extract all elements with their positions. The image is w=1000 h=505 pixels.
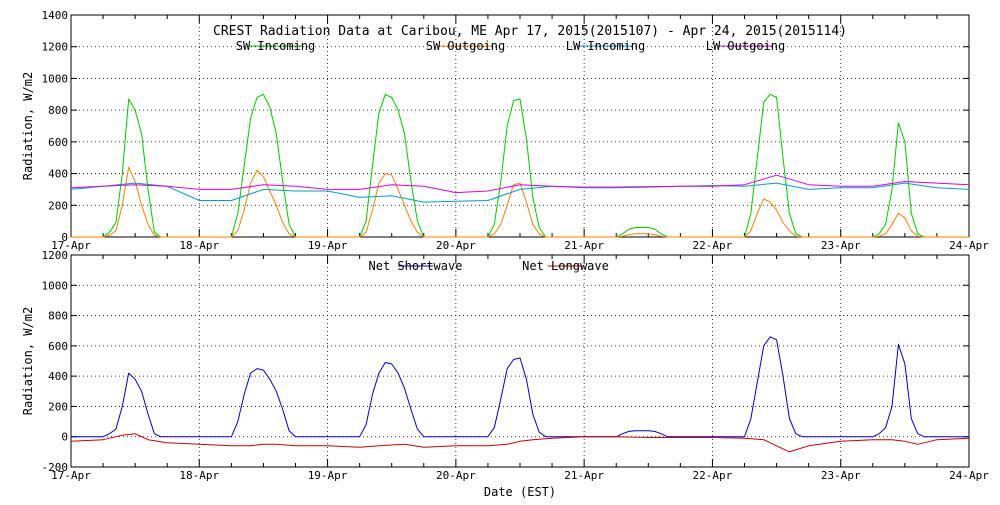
chart-1-xtick-label-0: 17-Apr <box>51 469 91 482</box>
chart-0-frame <box>70 14 970 238</box>
chart-0-ytick-label-7: 1400 <box>42 9 69 22</box>
chart-0-xtick-label-6: 23-Apr <box>821 239 861 252</box>
chart-1-legend-label-1: Net Longwave <box>522 259 609 273</box>
chart-1-frame <box>70 254 970 468</box>
chart-title: CREST Radiation Data at Caribou, ME Apr … <box>213 24 847 39</box>
chart-1-xtick-label-6: 23-Apr <box>821 469 861 482</box>
chart-0-y-axis-label: Radiation, W/m2 <box>21 72 35 180</box>
chart-0-series-1-line <box>71 166 969 238</box>
chart-0-xtick-label-3: 20-Apr <box>436 239 476 252</box>
chart-0-series-3-line <box>70 174 970 194</box>
chart-0-legend-label-1: SW Outgoing <box>426 39 505 53</box>
chart-0-xtick-label-2: 19-Apr <box>308 239 348 252</box>
chart-0-ytick-label-6: 1200 <box>42 41 69 54</box>
chart-1-xtick-label-1: 18-Apr <box>179 469 219 482</box>
chart-1-series-1-line <box>70 433 970 453</box>
chart-1-ytick-label-2: 200 <box>48 400 68 413</box>
chart-0-ytick-label-4: 800 <box>48 104 68 117</box>
chart-0-xtick-label-7: 24-Apr <box>949 239 989 252</box>
chart-0-xtick-label-4: 21-Apr <box>564 239 604 252</box>
chart-1-xtick-label-7: 24-Apr <box>949 469 989 482</box>
chart-0-ytick-label-2: 400 <box>48 168 68 181</box>
chart-0-xtick-label-0: 17-Apr <box>51 239 91 252</box>
chart-1-xtick-label-5: 22-Apr <box>693 469 733 482</box>
chart-1-y-axis-label: Radiation, W/m2 <box>21 307 35 415</box>
chart-0-legend-label-0: SW Incoming <box>236 39 315 53</box>
chart-1-xtick-label-2: 19-Apr <box>308 469 348 482</box>
chart-1-ytick-label-0: -200 <box>42 461 69 474</box>
chart-0-legend-label-3: LW Outgoing <box>706 39 785 53</box>
chart-1-ytick-label-1: 0 <box>61 431 68 444</box>
chart-0-xtick-label-1: 18-Apr <box>179 239 219 252</box>
chart-0-ytick-label-1: 200 <box>48 199 68 212</box>
x-axis-label: Date (EST) <box>484 485 556 499</box>
chart-1-ytick-label-5: 800 <box>48 310 68 323</box>
chart-0-ytick-label-5: 1000 <box>42 72 69 85</box>
chart-1-legend-label-0: Net Shortwave <box>369 259 463 273</box>
chart-0-xtick-label-5: 22-Apr <box>693 239 733 252</box>
chart-0-series-2-line <box>70 182 970 203</box>
chart-1-ytick-label-4: 600 <box>48 340 68 353</box>
chart-1-series-0-line <box>71 336 969 438</box>
chart-1-xtick-label-3: 20-Apr <box>436 469 476 482</box>
chart-1-ytick-label-6: 1000 <box>42 279 69 292</box>
chart-0-ytick-label-0: 0 <box>61 231 68 244</box>
chart-1-ytick-label-7: 1200 <box>42 249 69 262</box>
chart-0-legend-label-2: LW Incoming <box>566 39 645 53</box>
chart-1-ytick-label-3: 400 <box>48 370 68 383</box>
chart-1-xtick-label-4: 21-Apr <box>564 469 604 482</box>
chart-0-ytick-label-3: 600 <box>48 136 68 149</box>
chart-0-series-0-line <box>71 93 969 238</box>
